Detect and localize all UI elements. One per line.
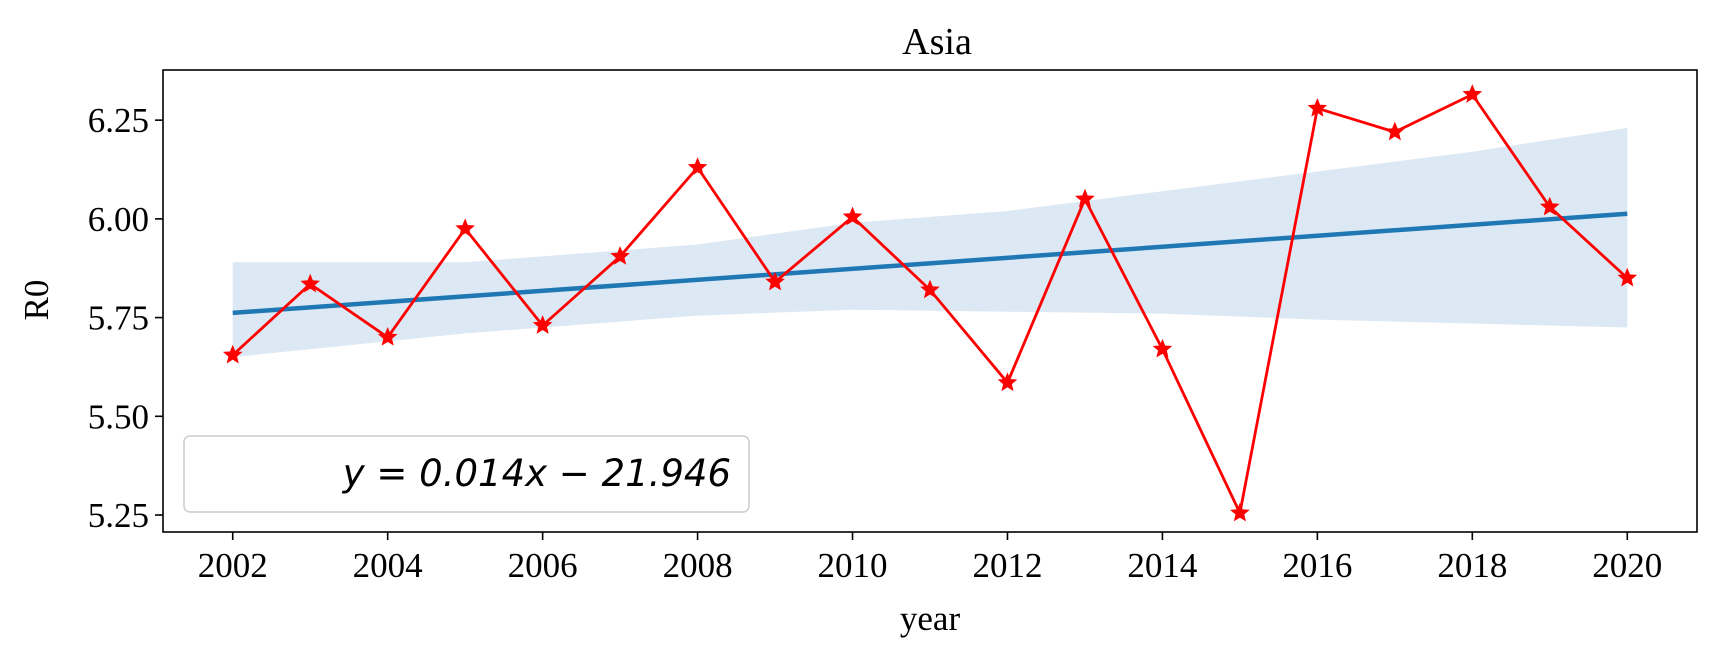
data-point bbox=[610, 246, 630, 265]
data-point bbox=[1539, 196, 1560, 216]
x-tick-label: 2020 bbox=[1592, 546, 1662, 585]
legend-label: y = 0.014x − 21.946 bbox=[342, 452, 731, 495]
x-axis-label: year bbox=[900, 599, 961, 638]
confidence-band bbox=[232, 128, 1628, 358]
data-point bbox=[1462, 84, 1483, 103]
legend: y = 0.014x − 21.946 bbox=[183, 435, 750, 513]
chart-title: Asia bbox=[902, 21, 972, 63]
data-point bbox=[765, 271, 785, 291]
data-point bbox=[997, 372, 1018, 392]
data-point bbox=[1230, 502, 1250, 522]
data-point bbox=[842, 206, 863, 226]
x-tick-label: 2016 bbox=[1282, 546, 1352, 585]
legend-box bbox=[183, 435, 750, 513]
data-point bbox=[377, 327, 398, 346]
data-point bbox=[300, 273, 321, 293]
y-tick-label: 6.00 bbox=[88, 200, 149, 239]
y-tick-label: 5.75 bbox=[88, 299, 149, 338]
data-point bbox=[1385, 121, 1405, 141]
x-tick-label: 2018 bbox=[1437, 546, 1507, 585]
data-point bbox=[1617, 267, 1638, 287]
data-point bbox=[687, 157, 708, 176]
y-tick-label: 6.25 bbox=[88, 101, 149, 140]
y-tick-label: 5.50 bbox=[88, 397, 149, 436]
x-tick-label: 2006 bbox=[508, 546, 578, 585]
x-tick-label: 2008 bbox=[663, 546, 733, 585]
data-point bbox=[1075, 188, 1095, 208]
data-point bbox=[455, 218, 475, 238]
regression-line bbox=[232, 211, 1628, 316]
x-tick-label: 2010 bbox=[818, 546, 888, 585]
plot-frame bbox=[162, 69, 1698, 533]
data-point bbox=[222, 344, 243, 364]
x-tick-label: 2012 bbox=[972, 546, 1042, 585]
x-tick-label: 2004 bbox=[353, 546, 423, 585]
data-point bbox=[920, 279, 940, 299]
data-point bbox=[532, 315, 553, 334]
y-axis-label: R0 bbox=[17, 280, 56, 321]
data-point bbox=[1307, 97, 1328, 117]
x-tick-label: 2002 bbox=[198, 546, 268, 585]
y-tick-label: 5.25 bbox=[88, 496, 149, 535]
x-tick-label: 2014 bbox=[1127, 546, 1197, 585]
data-point bbox=[1152, 338, 1173, 358]
